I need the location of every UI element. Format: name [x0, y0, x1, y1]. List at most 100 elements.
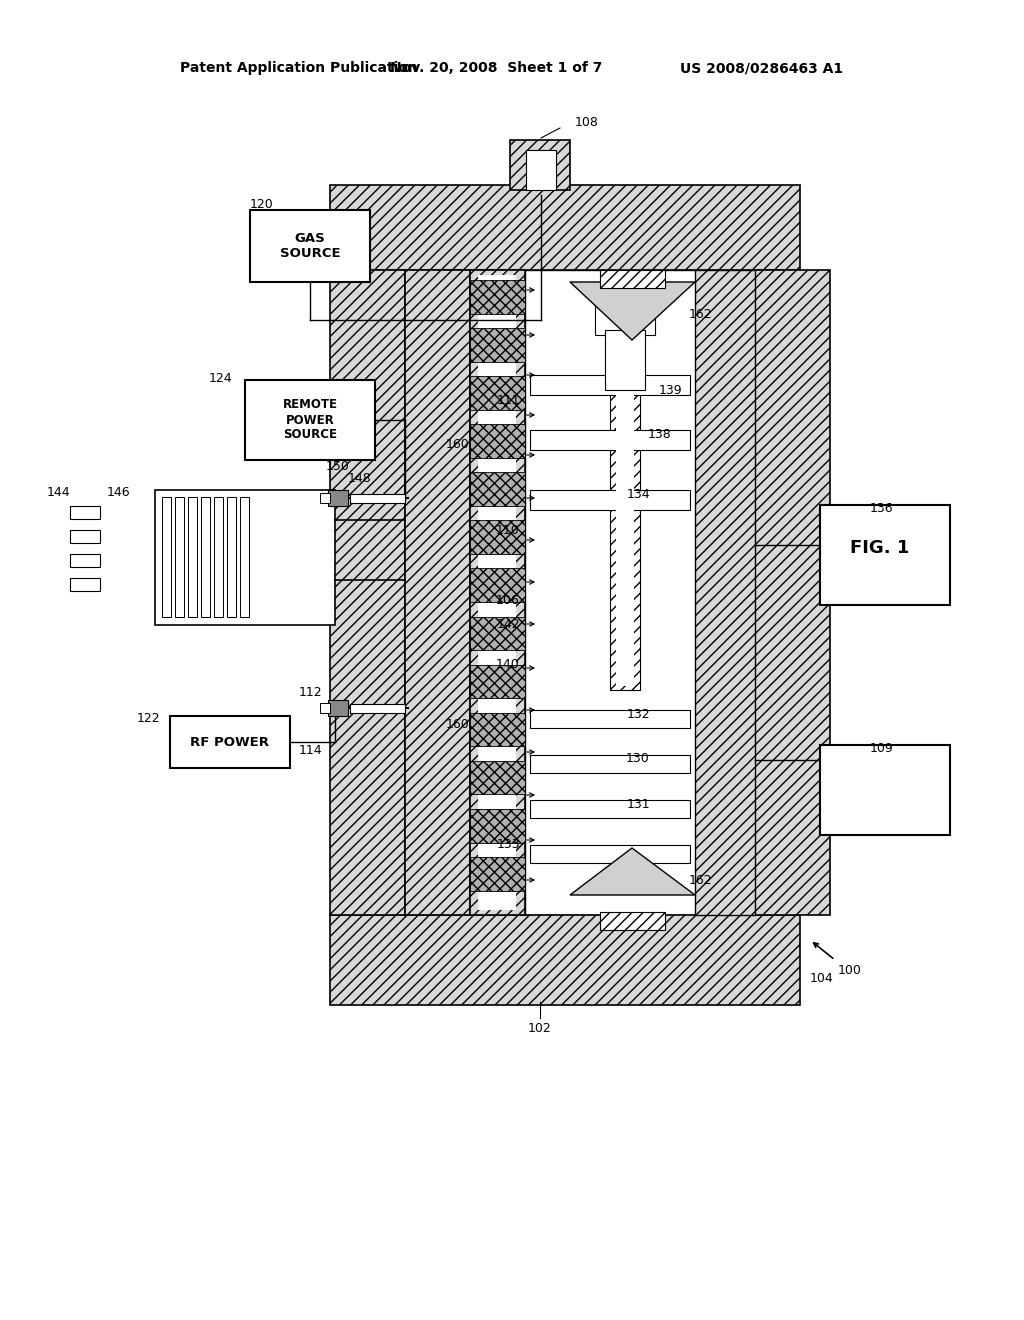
Bar [525, 271, 755, 915]
Bar [478, 275, 516, 909]
Bar [470, 760, 525, 795]
Text: 136: 136 [870, 502, 894, 515]
Bar [406, 271, 470, 915]
Text: RF POWER: RF POWER [190, 735, 269, 748]
Text: FIG. 1: FIG. 1 [850, 539, 909, 557]
Bar [70, 554, 100, 568]
Bar [530, 845, 690, 863]
Bar [330, 185, 800, 271]
Bar [319, 704, 330, 713]
Bar [616, 315, 634, 686]
Text: 104: 104 [810, 972, 834, 985]
Text: 122: 122 [136, 711, 160, 725]
Text: 124: 124 [208, 371, 232, 384]
Text: US 2008/0286463 A1: US 2008/0286463 A1 [680, 61, 843, 75]
Text: 160: 160 [446, 718, 470, 731]
Bar [470, 271, 525, 915]
Bar [820, 744, 950, 836]
Bar [350, 494, 406, 503]
Text: REMOTE
POWER
SOURCE: REMOTE POWER SOURCE [283, 399, 338, 441]
Bar [605, 330, 645, 389]
Bar [240, 498, 249, 616]
Text: 148: 148 [348, 471, 372, 484]
Bar [328, 700, 348, 715]
Bar [530, 800, 690, 818]
Bar [330, 271, 406, 915]
Text: 112: 112 [298, 685, 322, 698]
Bar [155, 490, 335, 624]
Bar [214, 498, 223, 616]
Bar [245, 380, 375, 459]
Bar [595, 305, 655, 335]
Bar [530, 375, 690, 395]
Bar [470, 857, 525, 891]
Text: 134: 134 [627, 488, 650, 502]
Text: 138: 138 [648, 429, 672, 441]
Bar [820, 506, 950, 605]
Bar [600, 271, 665, 288]
Bar [610, 310, 640, 690]
Bar [470, 329, 525, 362]
Text: 146: 146 [106, 487, 130, 499]
Bar [201, 498, 210, 616]
Text: 102: 102 [528, 1022, 552, 1035]
Text: 150: 150 [326, 459, 350, 473]
Bar [530, 755, 690, 774]
Bar [470, 520, 525, 554]
Bar [470, 569, 525, 602]
Text: 140: 140 [496, 659, 520, 672]
Text: 110: 110 [496, 524, 520, 536]
Bar [170, 715, 290, 768]
Bar [530, 490, 690, 510]
Bar [600, 912, 665, 931]
Text: 133: 133 [497, 838, 520, 851]
Text: 130: 130 [626, 751, 650, 764]
Bar [175, 498, 184, 616]
Text: 139: 139 [658, 384, 682, 396]
Polygon shape [570, 847, 695, 895]
Text: Nov. 20, 2008  Sheet 1 of 7: Nov. 20, 2008 Sheet 1 of 7 [390, 61, 602, 75]
Bar [350, 704, 406, 713]
Bar [328, 490, 348, 506]
Bar [470, 424, 525, 458]
Text: Patent Application Publication: Patent Application Publication [180, 61, 418, 75]
Text: 114: 114 [298, 743, 322, 756]
Text: 142: 142 [497, 619, 520, 631]
Bar [470, 376, 525, 409]
Bar [162, 498, 171, 616]
Bar [188, 498, 197, 616]
Bar [470, 616, 525, 651]
Bar [470, 473, 525, 506]
Text: GAS
SOURCE: GAS SOURCE [280, 232, 340, 260]
Text: 131: 131 [627, 799, 650, 812]
Bar [470, 713, 525, 746]
Bar [755, 271, 830, 915]
Bar [227, 498, 236, 616]
Text: 111: 111 [497, 393, 520, 407]
Polygon shape [570, 282, 695, 341]
Bar [70, 506, 100, 519]
Text: 162: 162 [688, 874, 712, 887]
Text: 100: 100 [838, 964, 862, 977]
Bar [530, 710, 690, 729]
Text: 132: 132 [627, 708, 650, 721]
Bar [530, 430, 690, 450]
Bar [70, 578, 100, 591]
Text: 108: 108 [575, 116, 599, 129]
Text: 106: 106 [496, 594, 520, 606]
Bar [470, 280, 525, 314]
Bar [695, 271, 755, 915]
Bar [526, 150, 556, 190]
Bar [510, 140, 570, 190]
Text: 120: 120 [250, 198, 273, 211]
Bar [70, 531, 100, 543]
Bar [319, 492, 330, 503]
Bar [470, 664, 525, 698]
Text: 162: 162 [688, 309, 712, 322]
Text: 144: 144 [46, 487, 70, 499]
Bar [330, 915, 800, 1005]
Text: 109: 109 [870, 742, 894, 755]
Bar [250, 210, 370, 282]
Bar [470, 809, 525, 842]
Text: 160: 160 [446, 438, 470, 451]
